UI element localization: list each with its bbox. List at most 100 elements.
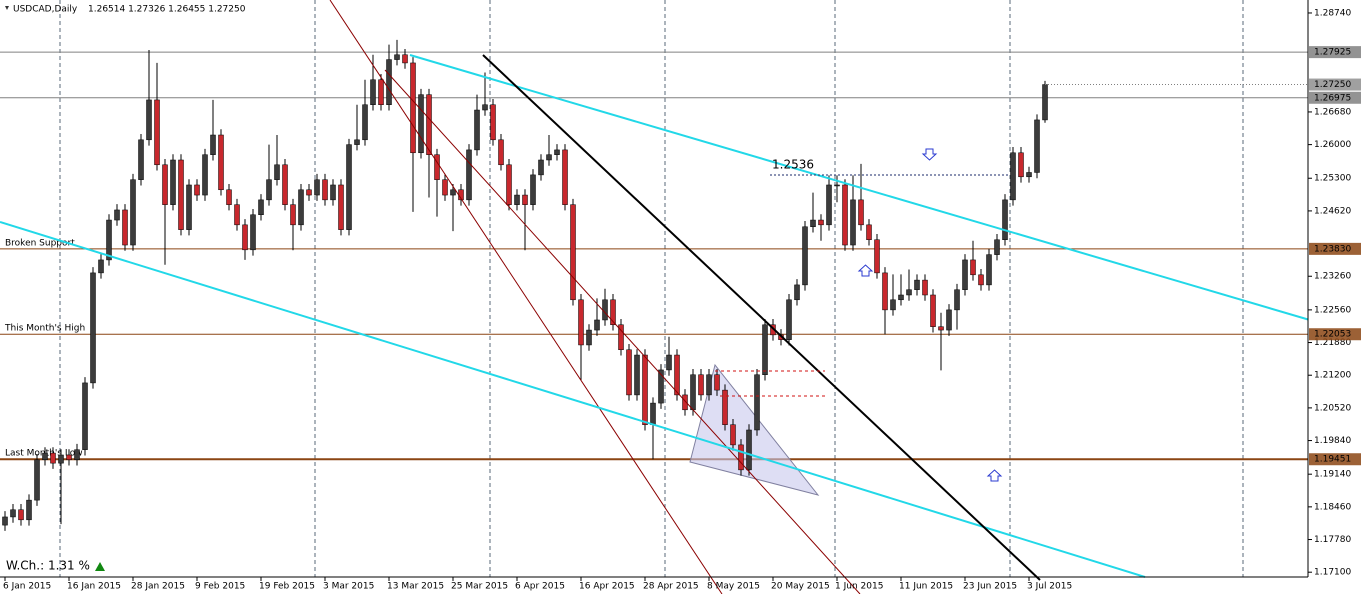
candle-body [266,179,272,201]
candle-body [114,209,120,221]
axes: 1.28740 1.26680 1.26000 1.25300 1.24620 1.232… [3,8,1361,592]
candle-body [938,326,944,331]
candle-body [954,289,960,311]
candle-body [18,509,24,521]
arrow-down [921,148,938,161]
cyan-trendline [0,221,1146,578]
x-tick-label: 8 May 2015 [707,582,760,592]
candle-body [58,454,64,464]
candle-body [978,274,984,286]
x-tick-label: 6 Jan 2015 [3,582,51,592]
candle-body [810,219,816,228]
candle-body [186,184,192,230]
candle-body [146,99,152,141]
y-tick-label: 1.24620 [1314,206,1351,216]
candle-body [754,374,760,431]
candle-body [466,149,472,201]
y-tick-label: 1.25300 [1314,174,1351,184]
x-tick-label: 11 Jun 2015 [899,582,953,592]
weekly-change-icon [95,562,105,571]
x-tick-label: 19 Feb 2015 [259,582,315,592]
candle-body [330,184,336,201]
candle-body [26,499,32,521]
candle-body [674,354,680,396]
black-trendline [482,54,1041,581]
trendlines [0,0,1321,594]
candle-body [490,104,496,141]
candle-body [1026,172,1032,178]
level-label: Broken Support [5,238,75,248]
x-tick-label: 16 Jan 2015 [67,582,121,592]
candle-body [410,62,416,154]
y-tick-label: 1.17100 [1314,568,1351,578]
channel-line [384,69,861,594]
current-price-label: 1.27250 [1314,80,1351,90]
candle-body [842,184,848,246]
candle-body [106,219,112,261]
candle-body [234,204,240,226]
candle-body [50,452,56,464]
candle-body [586,329,592,346]
candle-body [962,259,968,290]
candle-body [434,154,440,180]
candle-body [178,159,184,230]
x-tick-label: 16 Apr 2015 [579,582,635,592]
candle-body [522,194,528,205]
y-tick-label: 1.19140 [1314,470,1351,480]
candle-body [626,349,632,396]
candle-body [74,449,80,461]
candle-body [210,134,216,155]
candle-body [250,214,256,251]
candle-body [850,199,856,246]
y-tick-label: 1.22560 [1314,305,1351,315]
x-tick-label: 13 Mar 2015 [387,582,444,592]
current-price-tag [1309,78,1361,91]
level-tag-label: 1.27925 [1314,48,1351,58]
candle-body [642,354,648,425]
candle-body [130,179,136,246]
candle-body [666,354,672,371]
candle-body [426,94,432,155]
candle-body [162,164,168,205]
x-tick-label: 20 May 2015 [771,582,830,592]
candle-body [866,224,872,240]
candle-body [698,374,704,396]
y-tick-label: 1.21880 [1314,338,1351,348]
candle-body [82,382,88,450]
candle-body [314,179,320,196]
candle-body [2,516,8,526]
candle-body [922,279,928,296]
level-label: This Month's High [4,324,85,334]
candle-body [290,204,296,226]
candle-body [498,139,504,166]
grid [59,0,1244,577]
candle-body [946,309,952,331]
candle-body [154,99,160,166]
y-tick-label: 1.28740 [1314,8,1351,18]
candle-body [122,209,128,246]
arrow-up [857,264,874,277]
candle-body [738,444,744,471]
candle-body [898,294,904,301]
level-tag [1309,453,1361,466]
candle-body [66,454,72,461]
candle-body [546,154,552,161]
candle-body [794,284,800,301]
candle-body [1018,152,1024,178]
candle-body [882,272,888,311]
candle-body [722,389,728,425]
candle-body [746,429,752,471]
candle-body [930,294,936,327]
candle-body [322,179,328,201]
candle-body [554,149,560,155]
candle-body [474,109,480,151]
candle-body [338,184,344,230]
triangle-pattern [689,363,820,496]
level-tag-label: 1.19451 [1314,455,1351,465]
candle-body [706,374,712,396]
candle-body [762,324,768,375]
candle-body [634,354,640,396]
y-tick-label: 1.26680 [1314,107,1351,117]
candle-body [218,134,224,191]
